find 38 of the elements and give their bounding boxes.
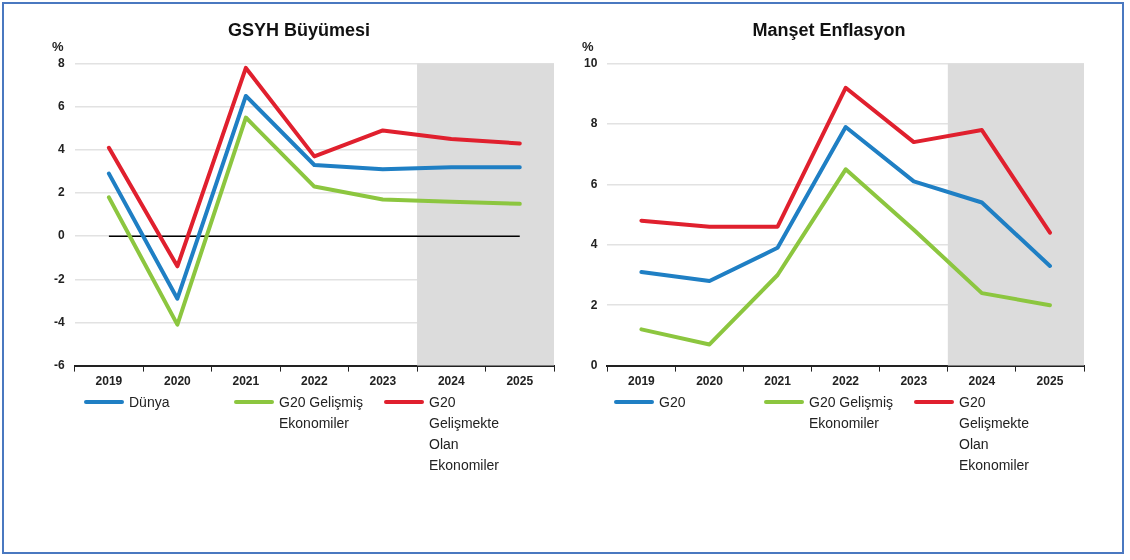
legend-label: G20 Gelişmekte Olan Ekonomiler <box>429 393 501 475</box>
y-axis-title: % <box>52 38 64 54</box>
legend-label: G20 Gelişmiş Ekonomiler <box>279 393 365 433</box>
legend-label: G20 <box>659 393 686 412</box>
x-tick-label: 2024 <box>968 374 996 389</box>
y-tick-label: 6 <box>57 99 65 114</box>
x-tick-label: 2021 <box>764 374 792 389</box>
y-tick-label: -6 <box>54 357 65 372</box>
x-tick-label: 2022 <box>300 374 328 389</box>
y-tick-label: 8 <box>590 116 598 131</box>
chart-title: GSYH Büyümesi <box>227 19 371 40</box>
y-tick-label: -2 <box>54 271 65 286</box>
y-tick-label: 2 <box>590 297 598 312</box>
y-tick-label: 10 <box>583 55 598 70</box>
y-tick-label: 8 <box>57 55 65 70</box>
x-tick-label: 2023 <box>900 374 928 389</box>
x-tick-label: 2022 <box>832 374 860 389</box>
x-tick-label: 2020 <box>696 374 724 389</box>
x-tick-label: 2019 <box>628 374 656 389</box>
y-tick-label: 6 <box>590 176 598 191</box>
y-tick-label: 4 <box>590 237 598 252</box>
x-tick-label: 2025 <box>506 374 534 389</box>
x-tick-label: 2020 <box>164 374 192 389</box>
legend-label: G20 Gelişmekte Olan Ekonomiler <box>959 393 1031 475</box>
legend-label: G20 Gelişmiş Ekonomiler <box>809 393 895 433</box>
x-tick-label: 2024 <box>437 374 465 389</box>
x-tick-label: 2025 <box>1036 374 1064 389</box>
y-tick-label: 2 <box>57 185 65 200</box>
y-tick-label: 0 <box>57 228 65 243</box>
y-tick-label: 4 <box>57 142 65 157</box>
x-tick-label: 2023 <box>369 374 397 389</box>
y-tick-label: 0 <box>590 357 598 372</box>
y-tick-label: -4 <box>54 314 65 329</box>
y-axis-title: % <box>582 38 594 54</box>
x-tick-label: 2019 <box>95 374 123 389</box>
x-tick-label: 2021 <box>232 374 260 389</box>
legend-label: Dünya <box>129 393 170 412</box>
chart-title: Manşet Enflasyon <box>752 19 906 40</box>
